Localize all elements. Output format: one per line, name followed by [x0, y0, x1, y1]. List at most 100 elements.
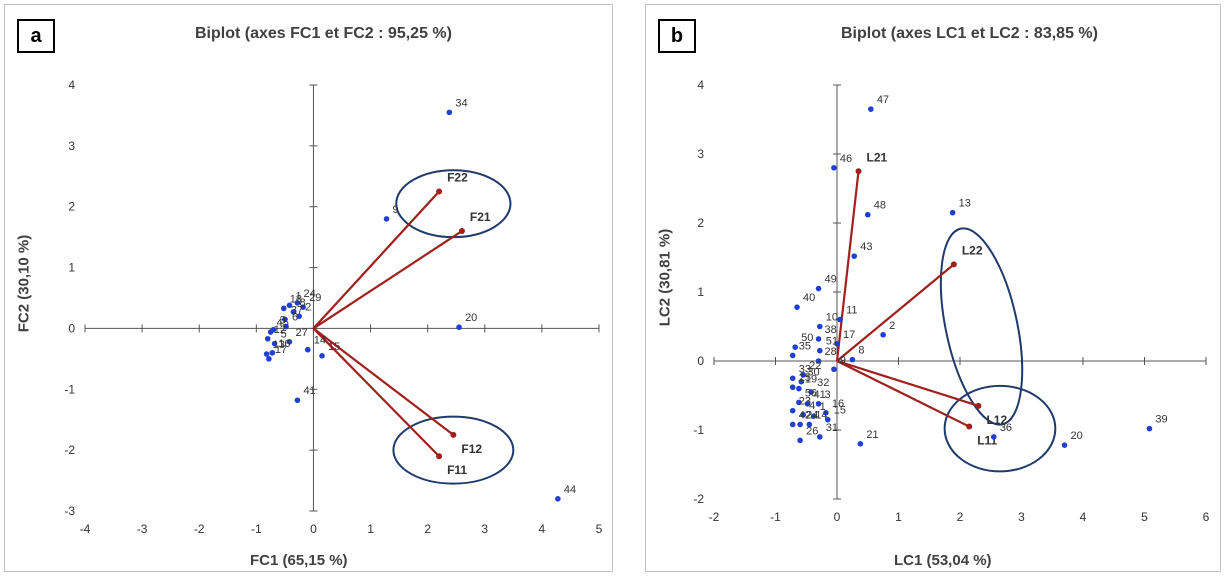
variable-vector-label: F12	[461, 442, 482, 456]
y-tick-label: -2	[64, 443, 75, 457]
variable-vector-line	[312, 327, 455, 436]
group-ellipse	[392, 415, 515, 485]
y-tick-label: 1	[68, 261, 75, 275]
x-tick-label: 5	[596, 522, 603, 536]
observation-label: 23	[799, 396, 811, 408]
variable-vector-line	[312, 327, 440, 457]
observation-point	[789, 384, 796, 391]
observation-label: 20	[465, 312, 477, 324]
y-tick-label: 4	[68, 78, 75, 92]
observation-label: 10	[826, 312, 838, 324]
x-tick-label: -4	[80, 522, 91, 536]
variable-vector-tip	[436, 453, 443, 460]
observation-label: 14	[815, 409, 827, 421]
observation-point	[831, 165, 837, 171]
observation-label: 34	[455, 97, 467, 109]
observation-label: 2	[305, 301, 311, 313]
observation-point	[789, 407, 796, 414]
observation-label: 11	[846, 305, 857, 317]
observation-label: 27	[295, 327, 307, 339]
x-tick-label: 6	[1203, 510, 1210, 524]
observation-label: 26	[806, 425, 818, 437]
group-ellipse	[943, 384, 1057, 473]
observation-point	[857, 441, 864, 447]
observation-point	[446, 109, 453, 116]
x-tick-label: -3	[137, 522, 148, 536]
variable-vector-label: L21	[867, 150, 888, 164]
observation-label: 6	[292, 312, 298, 324]
observation-point	[1061, 442, 1068, 448]
y-tick-label: 2	[697, 216, 704, 230]
x-axis-label-b: LC1 (53,04 %)	[894, 552, 992, 569]
observation-point	[294, 397, 301, 404]
variable-vector-tip	[458, 228, 465, 235]
observation-point	[837, 316, 843, 323]
observation-label: 39	[1155, 414, 1167, 426]
y-tick-label: 1	[697, 285, 704, 299]
observation-label: 35	[799, 340, 811, 352]
x-tick-label: 0	[834, 510, 841, 524]
observation-point	[286, 302, 293, 309]
observation-label: 40	[803, 292, 815, 304]
group-ellipse	[939, 227, 1024, 426]
observation-point	[296, 313, 302, 320]
observation-point	[269, 349, 276, 356]
y-tick-label: -3	[64, 504, 75, 518]
observation-point	[810, 413, 817, 420]
observation-point	[806, 421, 813, 428]
observation-label: 22	[809, 360, 821, 372]
x-tick-label: -1	[770, 510, 781, 524]
observation-label: 1	[820, 401, 826, 413]
observation-label: 17	[275, 344, 287, 356]
observation-point	[304, 346, 311, 353]
observation-point	[815, 285, 822, 292]
observation-point	[849, 356, 856, 363]
observation-label: 15	[328, 341, 340, 353]
x-tick-label: -2	[709, 510, 720, 524]
x-tick-label: 3	[1018, 510, 1025, 524]
variable-vector-tip	[855, 168, 862, 175]
observation-point	[789, 421, 796, 428]
x-tick-label: 1	[895, 510, 902, 524]
observation-point	[851, 253, 858, 259]
x-tick-label: 0	[310, 522, 317, 536]
observation-point	[949, 209, 956, 216]
variable-vector-line	[836, 263, 955, 362]
observation-point	[383, 216, 390, 222]
observation-point	[271, 340, 278, 347]
x-tick-label: 4	[539, 522, 546, 536]
observation-label: 42	[799, 409, 811, 421]
observation-label: 3	[825, 389, 831, 401]
observation-label: 32	[817, 377, 829, 389]
variable-vector-tip	[966, 423, 973, 430]
y-tick-label: 0	[697, 354, 704, 368]
chart-title-a: Biplot (axes FC1 et FC2 : 95,25 %)	[195, 25, 452, 42]
observation-point	[283, 323, 289, 330]
observation-point	[1146, 425, 1153, 432]
variable-vector-tip	[950, 261, 957, 268]
observation-label: 13	[959, 198, 971, 210]
observation-label: 4	[809, 400, 815, 412]
observation-label: 41	[303, 385, 315, 397]
observation-point	[555, 496, 561, 502]
x-axis-label-a: FC1 (65,15 %)	[250, 552, 348, 569]
observation-point	[864, 211, 871, 218]
observation-label: 31	[826, 422, 838, 434]
observation-point	[880, 331, 886, 338]
observation-point	[796, 399, 802, 406]
x-tick-label: 1	[367, 522, 374, 536]
panel-label-b: b	[658, 19, 696, 53]
y-tick-label: 3	[697, 147, 704, 161]
observation-label: 16	[278, 338, 290, 350]
observation-label: 33	[799, 363, 811, 375]
observation-point	[868, 106, 874, 112]
x-tick-label: 4	[1080, 510, 1087, 524]
variable-vector-line	[312, 190, 440, 330]
observation-point	[815, 336, 822, 342]
observation-point	[816, 347, 823, 354]
variable-vector-line	[836, 359, 979, 407]
observation-label: 1	[295, 290, 301, 302]
observation-label: 21	[866, 429, 878, 441]
y-tick-label: 4	[697, 78, 704, 92]
observation-point	[800, 372, 806, 378]
